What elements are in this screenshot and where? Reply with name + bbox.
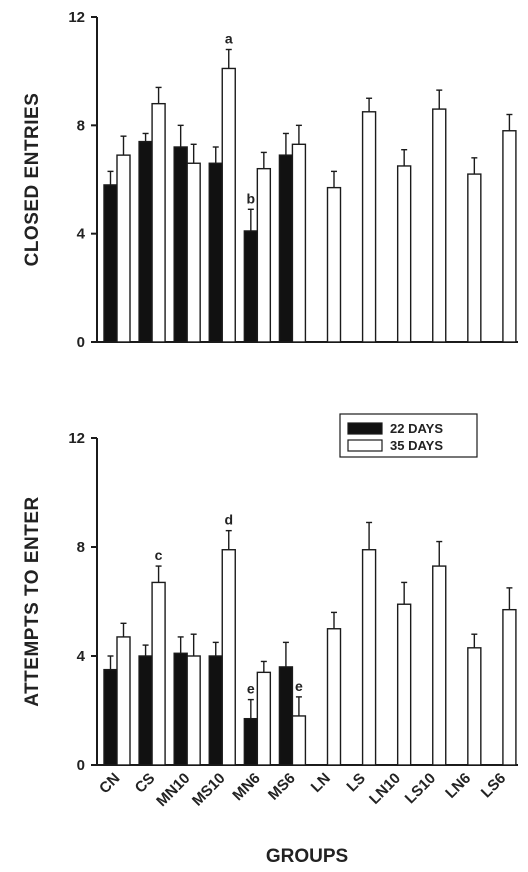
bar-35-days: [256, 167, 272, 343]
significance-letter: c: [155, 547, 163, 563]
y-tick-label: 0: [77, 334, 85, 351]
legend-label: 22 DAYS: [390, 421, 443, 436]
legend-label: 35 DAYS: [390, 438, 443, 453]
y-axis-label: CLOSED ENTRIES: [22, 93, 43, 267]
y-tick-label: 0: [77, 757, 85, 774]
bar-35-days: [151, 581, 166, 766]
x-tick-label: MS10: [189, 770, 229, 810]
bar-35-days: [291, 143, 307, 343]
bar-35-days: [186, 655, 201, 766]
bar-22-days: [138, 140, 153, 343]
bar-35-days: [467, 173, 482, 343]
bar-35-days: [432, 565, 447, 766]
y-tick-label: 4: [77, 226, 86, 243]
bar-35-days: [116, 636, 131, 766]
x-tick-label: MN6: [229, 770, 263, 804]
bar-35-days: [467, 647, 482, 766]
x-tick-label: LS10: [402, 770, 439, 807]
y-tick-label: 12: [68, 9, 85, 26]
bar-35-days: [291, 715, 307, 766]
significance-letter: e: [247, 681, 255, 697]
x-tick-label: MN10: [153, 770, 193, 810]
y-tick-label: 12: [68, 430, 85, 447]
bar-35-days: [502, 130, 517, 343]
x-tick-label: CN: [96, 770, 123, 797]
x-tick-label: LN: [308, 770, 334, 796]
bar-35-days: [116, 154, 131, 343]
x-axis-label: GROUPS: [266, 846, 348, 867]
bar-35-days: [256, 671, 272, 766]
bar-35-days: [361, 111, 377, 343]
significance-letter: e: [295, 678, 303, 694]
x-tick-label: LN10: [366, 770, 404, 808]
bar-22-days: [208, 655, 223, 766]
bar-35-days: [396, 603, 412, 766]
bar-22-days: [103, 184, 118, 343]
bar-35-days: [432, 108, 447, 343]
x-tick-label: LN6: [442, 770, 474, 802]
bar-35-days: [361, 549, 377, 766]
significance-letter: d: [224, 512, 233, 528]
y-tick-label: 8: [77, 539, 85, 556]
y-tick-label: 4: [77, 648, 86, 665]
bar-35-days: [186, 162, 201, 343]
bar-22-days: [173, 146, 188, 343]
bar-22-days: [138, 655, 153, 766]
significance-letter: a: [225, 31, 233, 47]
x-tick-label: LS6: [478, 770, 509, 801]
significance-letter: b: [247, 190, 256, 206]
bar-35-days: [221, 67, 236, 343]
y-axis-label: ATTEMPTS TO ENTER: [22, 496, 43, 706]
x-tick-label: MS6: [265, 770, 299, 804]
bar-35-days: [326, 186, 342, 343]
bar-35-days: [151, 102, 166, 343]
x-tick-label: CS: [132, 770, 159, 797]
bar-35-days: [326, 628, 342, 766]
legend-swatch: [347, 422, 383, 435]
bar-35-days: [396, 165, 412, 343]
bar-22-days: [278, 154, 294, 343]
x-tick-label: LS: [343, 770, 369, 796]
bar-22-days: [208, 162, 223, 343]
legend-swatch: [347, 439, 383, 452]
bar-22-days: [243, 717, 259, 766]
bar-22-days: [173, 652, 188, 766]
y-tick-label: 8: [77, 117, 85, 134]
bar-22-days: [103, 668, 118, 766]
bar-35-days: [502, 608, 517, 766]
bar-35-days: [221, 549, 236, 766]
bar-22-days: [278, 666, 294, 766]
bar-22-days: [243, 230, 259, 343]
